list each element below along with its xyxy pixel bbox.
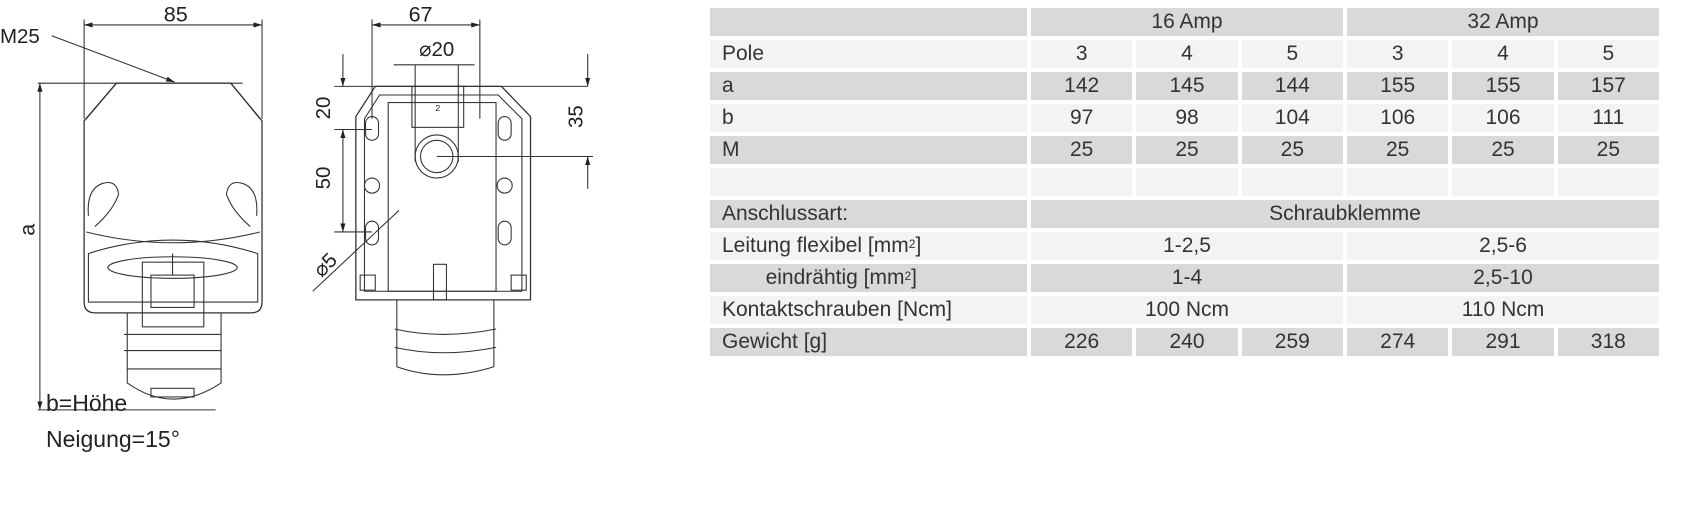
hole-center-dimension: 35 xyxy=(564,105,587,128)
table-cell: 1-4 xyxy=(1031,264,1343,292)
row-label: a xyxy=(710,72,1027,100)
row-label: Gewicht [g] xyxy=(710,328,1027,356)
label-part: Leitung flexibel [mm xyxy=(722,234,909,257)
technical-drawing: 85 M25 a 67 ⌀20 2 xyxy=(0,2,594,411)
table-cell: 98 xyxy=(1136,104,1238,132)
table-cell: 25 xyxy=(1452,136,1554,164)
table-cell: 106 xyxy=(1452,104,1554,132)
height-dimension: a xyxy=(15,224,40,236)
empty-cell xyxy=(1136,168,1238,196)
table-cell: 5 xyxy=(1241,40,1343,68)
side-view: 85 M25 a xyxy=(0,2,263,411)
table-cell: 318 xyxy=(1557,328,1659,356)
row-label: Pole xyxy=(710,40,1027,68)
row-label: eindrähtig [mm 2] xyxy=(710,264,1027,292)
table-cell: 142 xyxy=(1031,72,1133,100)
label-part: ] xyxy=(911,266,917,289)
table-cell: 274 xyxy=(1347,328,1449,356)
part-mark: 2 xyxy=(435,103,440,113)
table-cell: 240 xyxy=(1136,328,1238,356)
table-cell: 2,5-10 xyxy=(1347,264,1659,292)
front-width-dimension: 67 xyxy=(409,2,433,27)
note-height: b=Höhe xyxy=(46,390,128,416)
table-cell: 106 xyxy=(1347,104,1449,132)
empty-cell xyxy=(1452,168,1554,196)
top-offset-dimension: 20 xyxy=(312,97,335,120)
table-cell: 2,5-6 xyxy=(1347,232,1659,260)
label-part: eindrähtig [mm xyxy=(765,266,905,289)
empty-cell xyxy=(1031,168,1133,196)
hole-diameter-dimension: ⌀20 xyxy=(419,38,454,61)
table-cell: 4 xyxy=(1452,40,1554,68)
note-tilt: Neigung=15° xyxy=(46,426,180,452)
table-cell: 5 xyxy=(1557,40,1659,68)
table-cell: 100 Ncm xyxy=(1031,296,1343,324)
table-cell: 157 xyxy=(1557,72,1659,100)
table-cell: 3 xyxy=(1347,40,1449,68)
table-cell: 291 xyxy=(1452,328,1554,356)
row-label: Leitung flexibel [mm 2] xyxy=(710,232,1027,260)
spec-table: 16 Amp 32 Amp Pole 3 4 5 3 4 5 a 142 145 144 155 155… xyxy=(710,8,1659,356)
table-cell: 4 xyxy=(1136,40,1238,68)
mount-hole-dimension: ⌀5 xyxy=(309,249,342,282)
empty-cell xyxy=(1241,168,1343,196)
table-cell: 25 xyxy=(1031,136,1133,164)
empty-cell xyxy=(1557,168,1659,196)
table-cell: 111 xyxy=(1557,104,1659,132)
table-cell: 259 xyxy=(1241,328,1343,356)
label-part: ] xyxy=(915,234,922,257)
width-dimension: 85 xyxy=(164,2,188,27)
front-view: 67 ⌀20 2 20 50 35 ⌀5 xyxy=(309,2,594,376)
table-cell: 25 xyxy=(1136,136,1238,164)
thread-label: M25 xyxy=(0,25,40,48)
table-cell: 144 xyxy=(1241,72,1343,100)
table-cell: 155 xyxy=(1452,72,1554,100)
hole-spacing-dimension: 50 xyxy=(312,167,335,190)
table-cell: 155 xyxy=(1347,72,1449,100)
table-cell: 226 xyxy=(1031,328,1133,356)
row-label: Anschlussart: xyxy=(710,200,1027,228)
group-16a: 16 Amp xyxy=(1031,8,1343,36)
table-cell: 97 xyxy=(1031,104,1133,132)
group-32a: 32 Amp xyxy=(1347,8,1659,36)
row-label: M xyxy=(710,136,1027,164)
table-cell: 145 xyxy=(1136,72,1238,100)
row-label: b xyxy=(710,104,1027,132)
table-cell: Schraubklemme xyxy=(1031,200,1659,228)
table-cell: 25 xyxy=(1347,136,1449,164)
empty-cell xyxy=(1347,168,1449,196)
table-cell: 3 xyxy=(1031,40,1133,68)
table-cell: 104 xyxy=(1241,104,1343,132)
table-cell: 25 xyxy=(1241,136,1343,164)
row-label: Kontaktschrauben [Ncm] xyxy=(710,296,1027,324)
header-blank xyxy=(710,8,1027,36)
table-cell: 1-2,5 xyxy=(1031,232,1343,260)
empty-cell xyxy=(710,168,1027,196)
table-cell: 25 xyxy=(1557,136,1659,164)
table-cell: 110 Ncm xyxy=(1347,296,1659,324)
